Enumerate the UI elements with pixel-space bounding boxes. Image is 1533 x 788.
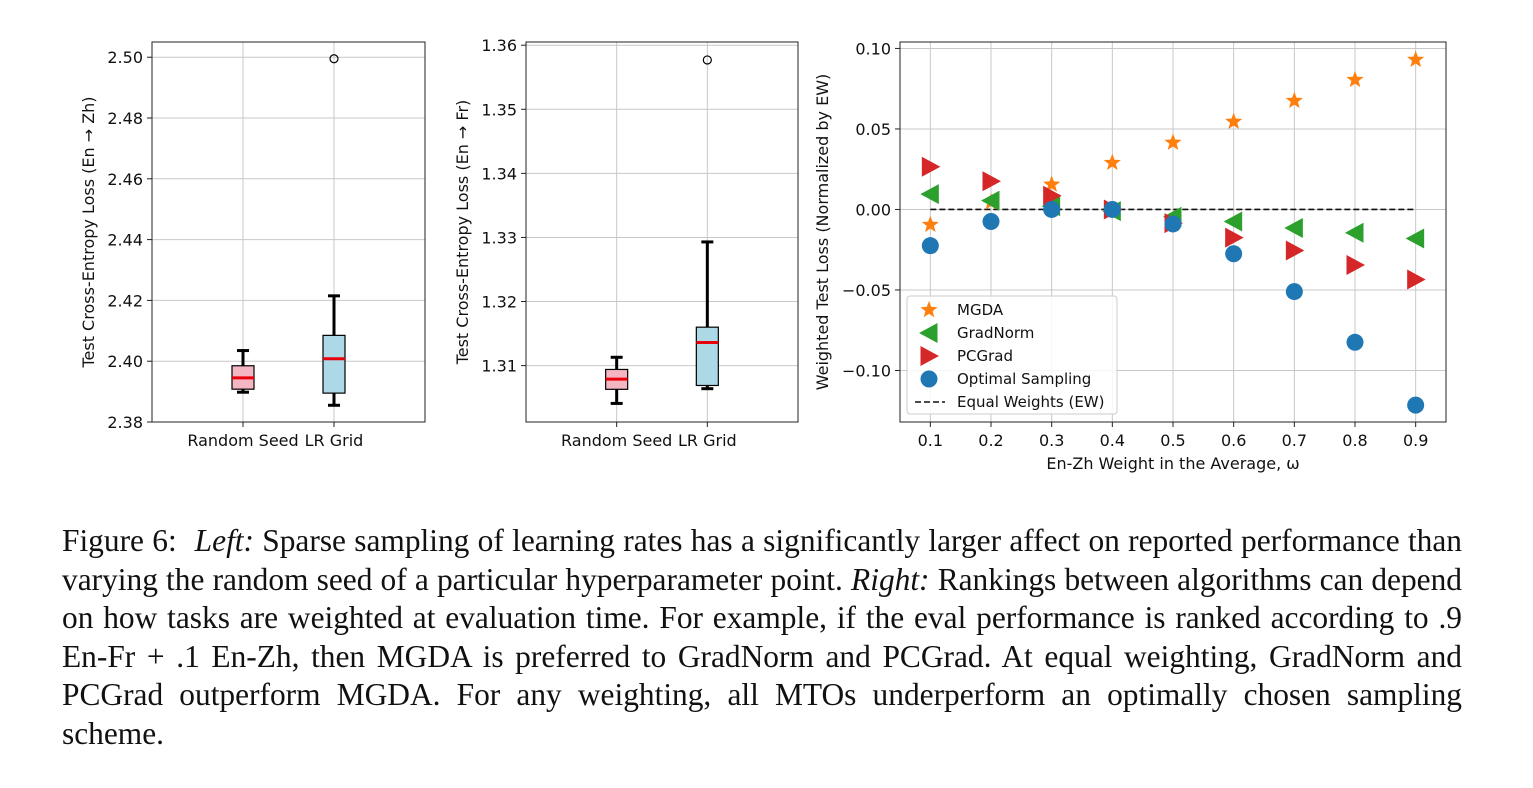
data-point (981, 190, 1000, 211)
box-random-seed (605, 355, 629, 405)
panel-en-fr-boxplot: 1.31 1.32 1.33 1.34 1.35 1.36 Random Seed LR Gr… (453, 36, 799, 450)
x-tick-label: 0.3 (1039, 431, 1064, 450)
box-lr-grid (322, 54, 346, 407)
box-random-seed (231, 349, 255, 394)
y-tick-label: 1.31 (481, 357, 517, 376)
figure-caption: Figure 6: Left: Sparse sampling of learni… (62, 522, 1462, 753)
x-tick-label: 0.7 (1282, 431, 1307, 450)
y-tick-label: 1.36 (481, 36, 517, 55)
data-point (1407, 50, 1425, 67)
panel-en-zh-boxplot: 2.38 2.40 2.42 2.44 2.46 2.48 2.50 Random Seed L… (79, 41, 426, 450)
legend-label: PCGrad (957, 347, 1013, 365)
data-point (1103, 200, 1121, 218)
y-axis-label: Test Cross-Entropy Loss (En → Zh) (79, 96, 98, 368)
caption-left-label: Left: (194, 523, 254, 558)
legend-marker (920, 301, 938, 318)
outlier-point (702, 55, 712, 65)
data-point (1285, 283, 1303, 301)
legend-marker (920, 370, 938, 388)
x-tick-label: Random Seed (561, 431, 672, 450)
y-tick-label: 0.00 (855, 200, 891, 219)
legend-label: Equal Weights (EW) (957, 393, 1105, 411)
legend: MGDA GradNorm PCGrad Optimal Sampling Equal … (906, 295, 1118, 415)
x-tick-label: 0.9 (1403, 431, 1428, 450)
x-tick-label: LR Grid (678, 431, 737, 450)
y-tick-label: 2.40 (107, 352, 143, 371)
series-optimal-sampling (921, 200, 1425, 414)
y-axis-label: Test Cross-Entropy Loss (En → Fr) (453, 100, 472, 366)
data-point (1407, 269, 1426, 290)
data-point (1225, 112, 1243, 129)
x-tick-label: 0.6 (1221, 431, 1246, 450)
y-tick-label: 0.10 (855, 39, 891, 58)
x-tick-label: 0.4 (1100, 431, 1125, 450)
y-tick-label: −0.05 (842, 281, 891, 300)
panel-weighted-loss-scatter: −0.10 −0.05 0.00 0.05 0.10 0.1 0.2 0.3 0.4 0.5 0.6… (813, 39, 1447, 473)
y-tick-label: 1.34 (481, 164, 517, 183)
caption-right-label: Right: (851, 561, 930, 597)
legend-box (906, 295, 1118, 415)
data-point (1284, 217, 1303, 238)
x-tick-label: LR Grid (305, 431, 364, 450)
y-tick-label: 1.33 (481, 228, 517, 247)
data-point (1043, 185, 1062, 206)
caption-right-text: Rankings between algorithms can depend o… (62, 561, 1462, 751)
data-point (1043, 175, 1061, 192)
legend-label: GradNorm (957, 324, 1034, 342)
data-point (1164, 133, 1182, 150)
y-tick-label: 1.35 (481, 100, 517, 119)
data-point (1223, 211, 1243, 232)
legend-marker (920, 346, 939, 366)
data-point (1225, 227, 1244, 248)
x-tick-label: 0.5 (1160, 431, 1185, 450)
y-tick-label: 0.05 (855, 120, 891, 139)
data-point (1345, 222, 1364, 243)
data-point (1225, 245, 1243, 263)
data-point (1285, 240, 1305, 261)
data-point (921, 156, 941, 177)
data-point (1164, 215, 1182, 233)
data-point (982, 213, 1000, 231)
outlier-point (329, 54, 339, 64)
x-tick-label: Random Seed (187, 431, 298, 450)
y-tick-label: 2.48 (107, 109, 143, 128)
data-point (921, 215, 939, 233)
y-tick-label: 2.42 (107, 291, 143, 310)
data-point (1346, 333, 1364, 351)
x-tick-label: 0.8 (1342, 431, 1367, 450)
axes-frame (899, 41, 1447, 423)
axes-frame (151, 41, 426, 423)
y-axis-label: Weighted Test Loss (Normalized by EW) (813, 74, 832, 391)
legend-label: Optimal Sampling (957, 370, 1091, 388)
figure-canvas: 2.38 2.40 2.42 2.44 2.46 2.48 2.50 Random Seed L… (79, 36, 1447, 473)
data-point (1405, 228, 1425, 249)
data-point (1407, 396, 1425, 414)
data-point (1043, 200, 1061, 218)
box-lr-grid (695, 55, 719, 391)
data-point (1103, 153, 1121, 171)
y-tick-label: −0.10 (842, 361, 891, 380)
legend-marker (919, 323, 938, 343)
y-tick-label: 2.44 (107, 231, 143, 250)
data-point (920, 184, 939, 205)
data-point (1346, 70, 1364, 88)
iqr-box (695, 326, 719, 387)
data-point (982, 171, 1001, 192)
data-point (1285, 91, 1303, 109)
x-tick-label: 0.1 (918, 431, 943, 450)
x-axis-label: En-Zh Weight in the Average, ω (1046, 454, 1299, 473)
iqr-box (322, 334, 346, 394)
y-tick-label: 2.46 (107, 170, 143, 189)
y-tick-label: 1.32 (481, 293, 517, 312)
caption-figure-label: Figure 6: (62, 523, 177, 558)
data-point (1346, 255, 1365, 276)
axes-frame (525, 41, 799, 423)
legend-label: MGDA (957, 301, 1004, 319)
x-tick-label: 0.2 (978, 431, 1003, 450)
y-tick-label: 2.38 (107, 413, 143, 432)
caption-left-text: Sparse sampling of learning rates has a … (62, 523, 1462, 597)
data-point (921, 237, 939, 255)
y-tick-label: 2.50 (107, 48, 143, 67)
